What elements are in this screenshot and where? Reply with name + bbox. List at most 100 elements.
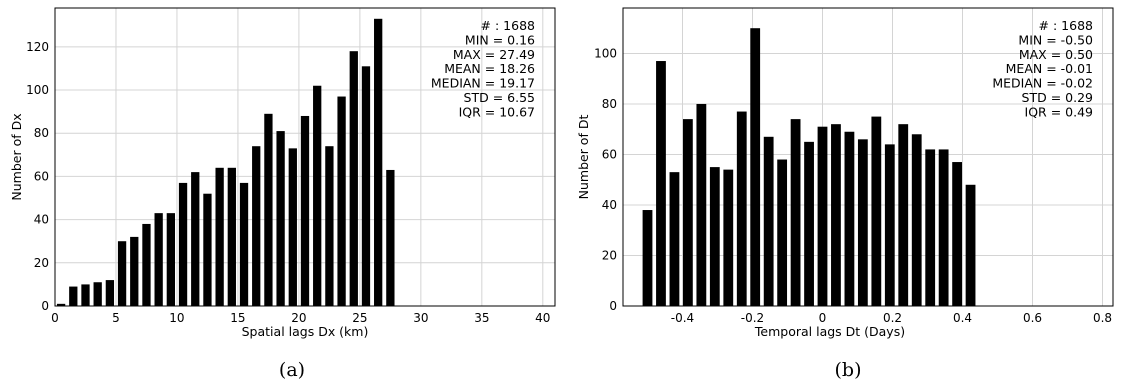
x-axis-label-b: Temporal lags Dt (Days) — [754, 324, 905, 339]
bar — [831, 124, 841, 306]
bar — [349, 51, 358, 307]
bar — [763, 136, 774, 306]
x-tick-label: 0 — [51, 311, 59, 325]
bar — [911, 134, 922, 306]
bar — [750, 28, 761, 306]
bar — [130, 236, 139, 306]
bar — [374, 18, 383, 307]
y-tick-label: 40 — [34, 213, 49, 227]
bar — [777, 159, 788, 306]
bar — [804, 141, 814, 306]
stat-line: IQR = 0.49 — [1025, 104, 1094, 119]
bar — [871, 116, 882, 306]
x-tick-label: 0.4 — [953, 311, 972, 325]
x-tick-labels-a: 0 5 10 15 20 25 30 35 40 — [51, 311, 550, 325]
bar — [69, 286, 78, 306]
x-tick-label: 5 — [112, 311, 120, 325]
plot-frame-a — [54, 7, 556, 307]
y-tick-label: 0 — [41, 299, 49, 313]
bar — [898, 124, 909, 306]
x-tick-labels-b: -0.4 -0.2 0 0.2 0.4 0.6 0.8 — [671, 311, 1112, 325]
bar — [142, 223, 151, 306]
bar — [325, 146, 334, 306]
bar — [682, 119, 693, 306]
bar — [154, 213, 163, 306]
y-tick-label: 20 — [34, 256, 49, 270]
x-tick-label: 15 — [230, 311, 245, 325]
bar — [386, 169, 395, 306]
bar — [105, 280, 115, 306]
bar — [642, 210, 653, 306]
bar — [844, 131, 855, 306]
x-tick-label: 40 — [535, 311, 550, 325]
stat-line: MAX = 0.50 — [1019, 47, 1093, 62]
x-axis-label-a: Spatial lags Dx (km) — [242, 324, 369, 339]
stat-line: STD = 0.29 — [1022, 90, 1093, 105]
x-tick-label: 35 — [474, 311, 489, 325]
x-tick-label: 0 — [819, 311, 827, 325]
y-tick-label: 80 — [34, 126, 49, 140]
bar — [264, 113, 273, 307]
stat-line: MEDIAN = -0.02 — [992, 76, 1093, 91]
bar — [669, 172, 680, 306]
bar — [938, 149, 949, 306]
stat-line: IQR = 10.67 — [459, 104, 535, 119]
bar — [361, 66, 371, 306]
stat-line: # : 1688 — [481, 18, 535, 33]
bar — [215, 167, 224, 306]
y-tick-labels-a: 0 20 40 60 80 100 120 — [26, 40, 49, 313]
x-tick-label: 0.8 — [1093, 311, 1112, 325]
y-tick-label: 100 — [26, 83, 49, 97]
x-tick-label: 25 — [352, 311, 367, 325]
x-tick-label: 0.2 — [883, 311, 902, 325]
y-tick-label: 20 — [602, 248, 617, 262]
stat-line: MIN = -0.50 — [1018, 32, 1093, 47]
x-tick-label: 30 — [413, 311, 428, 325]
y-tick-label: 60 — [602, 147, 617, 161]
y-axis-label-a: Number of Dx — [9, 113, 24, 200]
stat-line: MEAN = -0.01 — [1006, 61, 1093, 76]
y-tick-label: 80 — [602, 97, 617, 111]
bar — [191, 172, 200, 306]
y-tick-label: 40 — [602, 198, 617, 212]
bar — [252, 146, 261, 306]
bar — [276, 131, 285, 306]
y-axis-label-b: Number of Dt — [576, 115, 591, 200]
caption-b: (b) — [835, 359, 862, 381]
bar — [93, 282, 102, 306]
panel-a: 0 5 10 15 20 25 30 35 40 0 20 40 60 80 100 120 Spatial… — [9, 7, 556, 381]
bar — [696, 103, 707, 307]
stat-line: MAX = 27.49 — [453, 47, 535, 62]
bar — [288, 148, 297, 306]
y-tick-label: 100 — [594, 46, 617, 60]
stat-line: # : 1688 — [1039, 18, 1093, 33]
bar — [857, 139, 868, 306]
bar — [81, 284, 90, 306]
y-tick-label: 120 — [26, 40, 49, 54]
x-tick-label: 0.6 — [1023, 311, 1042, 325]
stat-line: MEAN = 18.26 — [444, 61, 535, 76]
bar — [313, 85, 322, 306]
bar — [203, 193, 212, 306]
plot-frame-b — [622, 7, 1114, 307]
bar — [239, 182, 249, 306]
x-tick-label: -0.2 — [741, 311, 764, 325]
bar — [952, 162, 963, 306]
bar — [709, 167, 720, 306]
bar — [736, 111, 747, 306]
y-tick-label: 0 — [609, 299, 617, 313]
bar — [117, 241, 127, 306]
bar — [925, 149, 936, 306]
y-tick-label: 60 — [34, 169, 49, 183]
bar — [723, 169, 734, 306]
stat-line: STD = 6.55 — [464, 90, 535, 105]
bar — [817, 126, 828, 306]
x-tick-label: 10 — [169, 311, 184, 325]
bar — [227, 167, 236, 306]
bar — [166, 213, 175, 306]
caption-a: (a) — [279, 359, 305, 381]
bar — [790, 119, 801, 306]
